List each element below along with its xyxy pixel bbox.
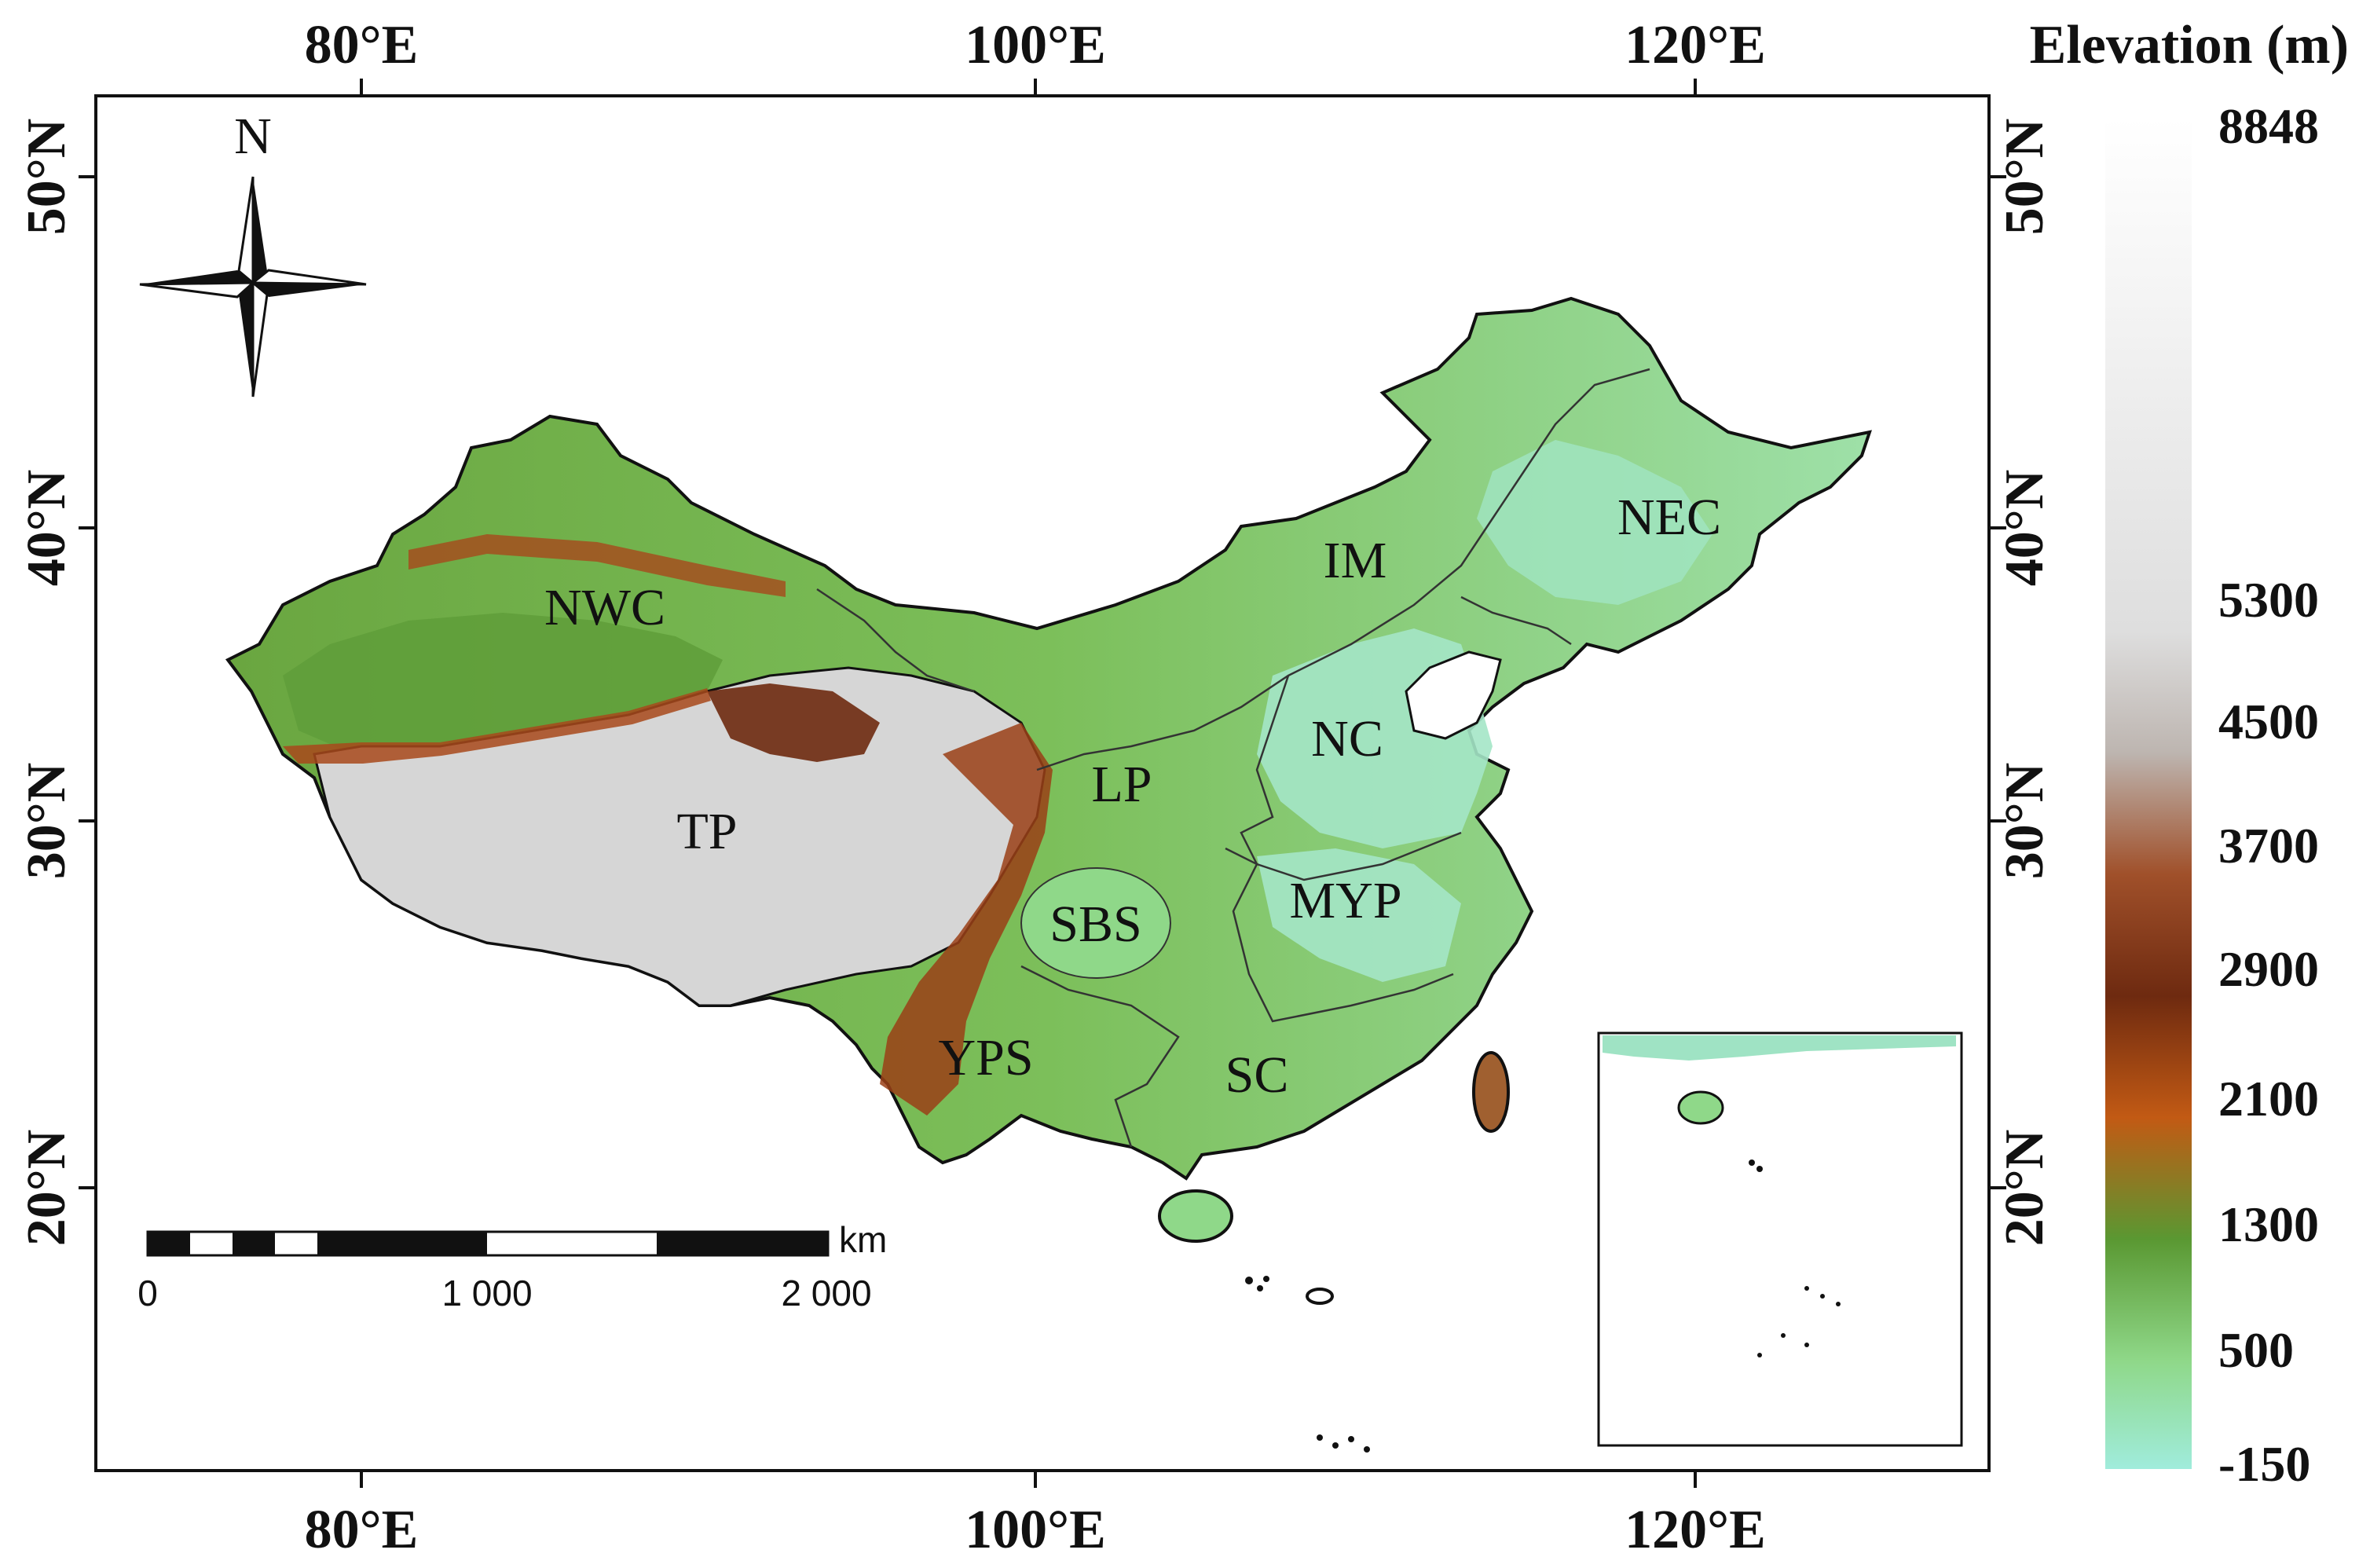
right-tick-50n: 50°N xyxy=(1995,119,2055,236)
legend-label-8848: 8848 xyxy=(2218,98,2319,154)
region-label-myp: MYP xyxy=(1289,872,1401,929)
region-label-lp: LP xyxy=(1091,756,1152,813)
scale-bar: km 0 1 000 2 000 xyxy=(137,1219,887,1313)
legend-label-1300: 1300 xyxy=(2218,1196,2319,1252)
region-label-yps: YPS xyxy=(938,1029,1033,1086)
hengduan-belt xyxy=(880,723,1053,1116)
hainan-island xyxy=(1158,1189,1233,1243)
left-tick-40n: 40°N xyxy=(16,470,77,587)
bottom-tick-120e: 120°E xyxy=(1625,1500,1766,1560)
region-label-im: IM xyxy=(1324,532,1387,589)
tarim-basin xyxy=(283,613,723,754)
kunlun-belt xyxy=(283,688,711,764)
legend-label-2900: 2900 xyxy=(2218,941,2319,997)
taiwan-island xyxy=(1472,1051,1510,1133)
region-label-tp: TP xyxy=(676,803,737,860)
region-label-nec: NEC xyxy=(1617,489,1721,546)
region-label-sbs: SBS xyxy=(1049,896,1141,953)
right-tick-40n: 40°N xyxy=(1995,470,2055,587)
right-tick-30n: 30°N xyxy=(1995,763,2055,880)
sichuan-basin xyxy=(1020,867,1171,979)
scale-unit: km xyxy=(839,1219,887,1260)
legend-colorbar xyxy=(2105,118,2192,1469)
north-arrow-label: N xyxy=(234,108,272,165)
china-landmass xyxy=(225,296,1872,1181)
top-tick-120e: 120°E xyxy=(1625,15,1766,75)
region-boundaries xyxy=(816,368,1650,1148)
bohai-sea xyxy=(1405,650,1502,740)
legend-label-4500: 4500 xyxy=(2218,694,2319,749)
scale-label-1000: 1 000 xyxy=(441,1273,532,1313)
right-tick-20n: 20°N xyxy=(1995,1130,2055,1247)
north-arrow-icon: N xyxy=(139,108,367,397)
legend-title: Elevation (m) xyxy=(2030,15,2349,75)
top-tick-100e: 100°E xyxy=(965,15,1106,75)
scale-label-2000: 2 000 xyxy=(781,1273,871,1313)
bottom-tick-80e: 80°E xyxy=(305,1500,419,1560)
south-sea-inset xyxy=(1597,1031,1963,1447)
northeast-plain xyxy=(1477,440,1712,605)
left-tick-30n: 30°N xyxy=(16,763,77,880)
tianshan-belt xyxy=(408,534,786,597)
region-label-nwc: NWC xyxy=(544,579,665,636)
region-label-nc: NC xyxy=(1311,710,1383,768)
mid-yangtze-plain xyxy=(1257,848,1461,982)
top-tick-80e: 80°E xyxy=(305,15,419,75)
scale-label-0: 0 xyxy=(137,1273,158,1313)
qaidam-basin xyxy=(707,683,880,762)
south-sea-islands xyxy=(1245,1276,1370,1453)
elevation-legend: Elevation (m) 8848 5300 4500 3700 2900 2… xyxy=(2030,15,2349,1492)
left-tick-50n: 50°N xyxy=(16,119,77,236)
region-label-sc: SC xyxy=(1225,1046,1289,1104)
tick-marks xyxy=(79,79,2006,1488)
legend-label-2100: 2100 xyxy=(2218,1071,2319,1127)
legend-label-500: 500 xyxy=(2218,1322,2294,1378)
bottom-tick-100e: 100°E xyxy=(965,1500,1106,1560)
left-tick-20n: 20°N xyxy=(16,1130,77,1247)
legend-label-5300: 5300 xyxy=(2218,572,2319,628)
legend-label-neg150: -150 xyxy=(2218,1436,2310,1492)
legend-label-3700: 3700 xyxy=(2218,818,2319,874)
